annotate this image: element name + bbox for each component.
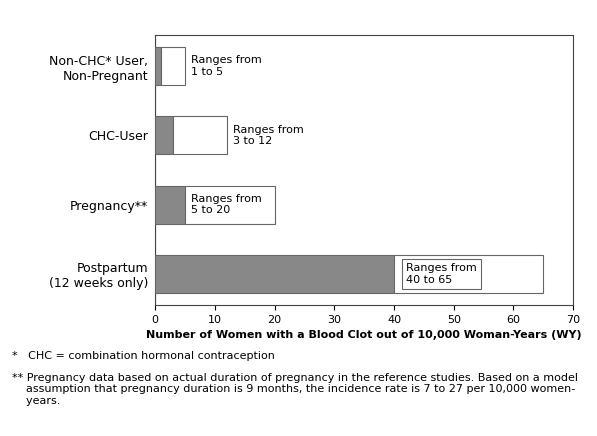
Text: Ranges from
5 to 20: Ranges from 5 to 20 xyxy=(191,194,262,215)
Text: Ranges from
40 to 65: Ranges from 40 to 65 xyxy=(406,263,477,285)
Text: ** Pregnancy data based on actual duration of pregnancy in the reference studies: ** Pregnancy data based on actual durati… xyxy=(12,373,578,406)
Bar xyxy=(161,47,185,85)
Bar xyxy=(173,116,227,154)
X-axis label: Number of Women with a Blood Clot out of 10,000 Woman-Years (WY): Number of Women with a Blood Clot out of… xyxy=(146,330,582,341)
Text: *   CHC = combination hormonal contraception: * CHC = combination hormonal contracepti… xyxy=(12,351,275,361)
Bar xyxy=(185,186,275,224)
Bar xyxy=(155,116,173,154)
Text: Ranges from
1 to 5: Ranges from 1 to 5 xyxy=(191,55,262,77)
Bar xyxy=(155,47,161,85)
Text: Ranges from
3 to 12: Ranges from 3 to 12 xyxy=(233,125,304,146)
Bar xyxy=(394,255,543,293)
Bar xyxy=(155,255,394,293)
Bar xyxy=(155,186,185,224)
